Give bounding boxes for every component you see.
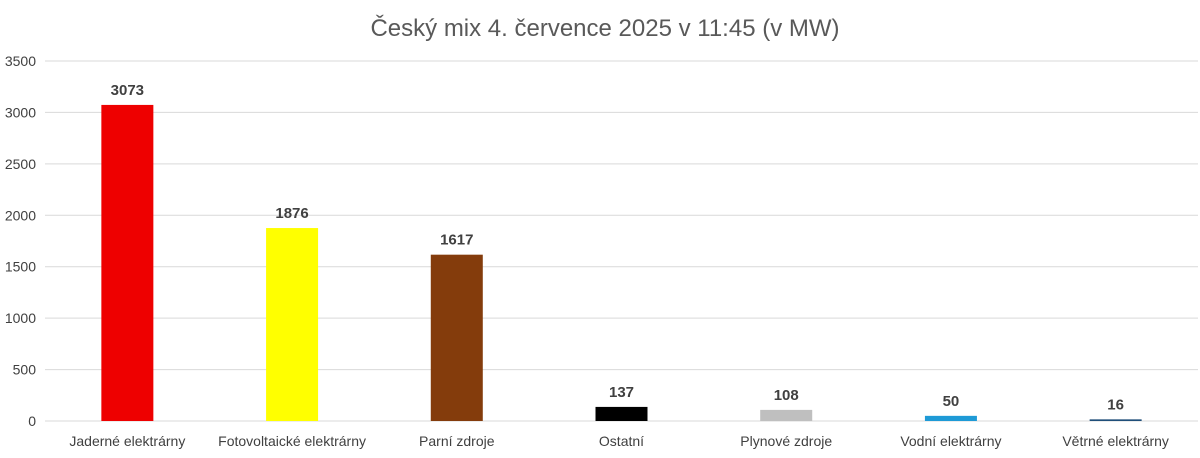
y-tick-label: 500 [13, 362, 37, 378]
x-category-label: Ostatní [599, 433, 644, 449]
chart-title: Český mix 4. července 2025 v 11:45 (v MW… [370, 14, 839, 42]
bars [101, 104, 1142, 422]
y-tick-label: 2500 [5, 156, 36, 172]
data-label: 1617 [440, 232, 473, 249]
x-category-label: Větrné elektrárny [1062, 433, 1169, 449]
bar [430, 254, 483, 421]
x-category-label: Fotovoltaické elektrárny [218, 433, 366, 449]
data-label: 3073 [111, 82, 144, 99]
bar [595, 406, 648, 421]
bar [101, 104, 154, 422]
y-tick-label: 1500 [5, 259, 36, 275]
y-tick-label: 2000 [5, 207, 36, 223]
data-label: 16 [1107, 396, 1124, 413]
x-category-label: Vodní elektrárny [900, 433, 1001, 449]
bar [760, 409, 813, 421]
data-labels: 3073 1876 1617 137 108 50 16 [111, 82, 1124, 413]
y-tick-label: 3000 [5, 104, 36, 120]
bar [1089, 419, 1142, 421]
data-label: 137 [609, 384, 634, 401]
x-category-label: Parní zdroje [419, 433, 495, 449]
data-label: 1876 [275, 205, 308, 222]
y-tick-label: 0 [28, 413, 36, 429]
x-category-label: Plynové zdroje [740, 433, 832, 449]
data-label: 108 [774, 387, 799, 404]
y-tick-label: 1000 [5, 310, 36, 326]
x-category-label: Jaderné elektrárny [69, 433, 185, 449]
bar [924, 415, 977, 421]
y-axis-ticks: 0 500 1000 1500 2000 2500 3000 3500 [5, 53, 36, 429]
gridlines [45, 60, 1198, 422]
y-tick-label: 3500 [5, 53, 36, 69]
x-axis-categories: Jaderné elektrárny Fotovoltaické elektrár… [69, 433, 1169, 449]
data-label: 50 [943, 393, 960, 410]
bar [266, 228, 319, 421]
